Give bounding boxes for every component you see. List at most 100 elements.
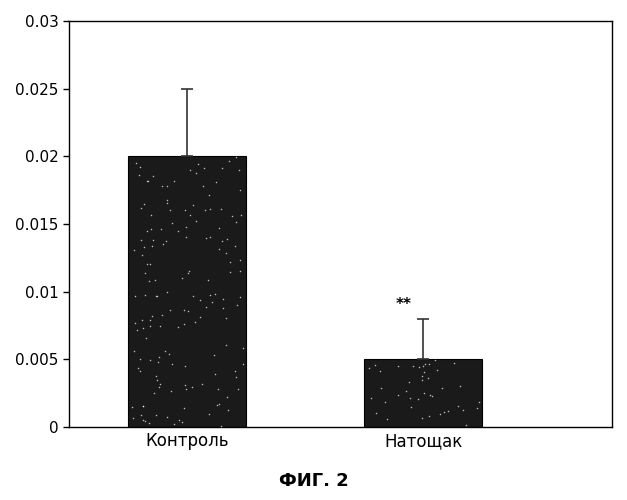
- Point: [152, 292, 162, 300]
- Point: [233, 385, 243, 393]
- Point: [144, 278, 154, 285]
- Point: [231, 218, 241, 226]
- Point: [198, 182, 208, 190]
- Point: [364, 364, 374, 372]
- Point: [417, 372, 427, 380]
- Point: [142, 228, 152, 235]
- Point: [134, 171, 144, 179]
- Point: [138, 324, 148, 332]
- Point: [222, 236, 232, 244]
- Point: [181, 224, 191, 232]
- Point: [139, 242, 149, 250]
- Point: [214, 400, 224, 408]
- Point: [135, 163, 145, 171]
- Point: [455, 382, 465, 390]
- Point: [224, 258, 234, 266]
- Point: [186, 211, 196, 219]
- Point: [152, 358, 162, 366]
- Point: [187, 292, 198, 300]
- Point: [416, 376, 426, 384]
- Point: [179, 306, 189, 314]
- Point: [151, 412, 161, 420]
- Point: [424, 412, 434, 420]
- Point: [127, 404, 137, 411]
- Point: [156, 225, 166, 233]
- Point: [147, 242, 157, 250]
- Point: [235, 256, 245, 264]
- Point: [162, 412, 172, 420]
- Point: [205, 233, 215, 241]
- Point: [224, 158, 234, 166]
- Point: [408, 362, 418, 370]
- Point: [154, 384, 164, 392]
- Point: [413, 396, 423, 404]
- Point: [130, 319, 140, 327]
- Point: [174, 416, 184, 424]
- Point: [443, 407, 453, 415]
- Point: [169, 177, 179, 185]
- Point: [179, 206, 189, 214]
- Point: [181, 232, 191, 240]
- Point: [144, 176, 154, 184]
- Point: [167, 219, 177, 227]
- Point: [157, 182, 167, 190]
- Point: [217, 236, 227, 244]
- Point: [139, 416, 149, 424]
- Point: [140, 417, 150, 425]
- Point: [453, 402, 463, 409]
- Point: [401, 387, 411, 395]
- Point: [404, 378, 414, 386]
- Point: [419, 368, 429, 376]
- Point: [235, 292, 245, 300]
- Point: [179, 404, 189, 412]
- Point: [196, 296, 206, 304]
- Point: [137, 204, 147, 212]
- Point: [382, 415, 392, 423]
- Point: [238, 344, 248, 352]
- Point: [189, 318, 199, 326]
- Bar: [128, 156, 246, 427]
- Point: [424, 360, 435, 368]
- Point: [234, 166, 244, 173]
- Point: [180, 362, 190, 370]
- Point: [418, 362, 428, 370]
- Point: [191, 217, 201, 225]
- Point: [473, 398, 483, 406]
- Point: [439, 408, 449, 416]
- Point: [209, 350, 219, 358]
- Point: [197, 380, 207, 388]
- Point: [235, 266, 245, 274]
- Point: [145, 316, 155, 324]
- Point: [177, 274, 187, 282]
- Point: [427, 392, 437, 400]
- Point: [130, 292, 140, 300]
- Point: [221, 250, 231, 258]
- Point: [374, 367, 384, 375]
- Point: [129, 347, 139, 355]
- Point: [127, 414, 137, 422]
- Point: [376, 384, 386, 392]
- Bar: [364, 360, 482, 427]
- Point: [144, 419, 154, 427]
- Point: [235, 186, 245, 194]
- Point: [430, 356, 440, 364]
- Point: [157, 311, 167, 319]
- Point: [155, 322, 165, 330]
- Point: [208, 298, 218, 306]
- Point: [213, 384, 223, 392]
- Point: [161, 237, 171, 245]
- Point: [212, 400, 222, 408]
- Point: [131, 159, 141, 167]
- Point: [132, 326, 142, 334]
- Point: [419, 389, 429, 397]
- Point: [371, 408, 381, 416]
- Point: [142, 260, 152, 268]
- Point: [211, 178, 221, 186]
- Point: [221, 341, 231, 349]
- Point: [164, 350, 174, 358]
- Point: [135, 366, 145, 374]
- Text: ФИГ. 2: ФИГ. 2: [278, 472, 349, 490]
- Point: [406, 402, 416, 410]
- Point: [183, 308, 193, 316]
- Point: [133, 364, 143, 372]
